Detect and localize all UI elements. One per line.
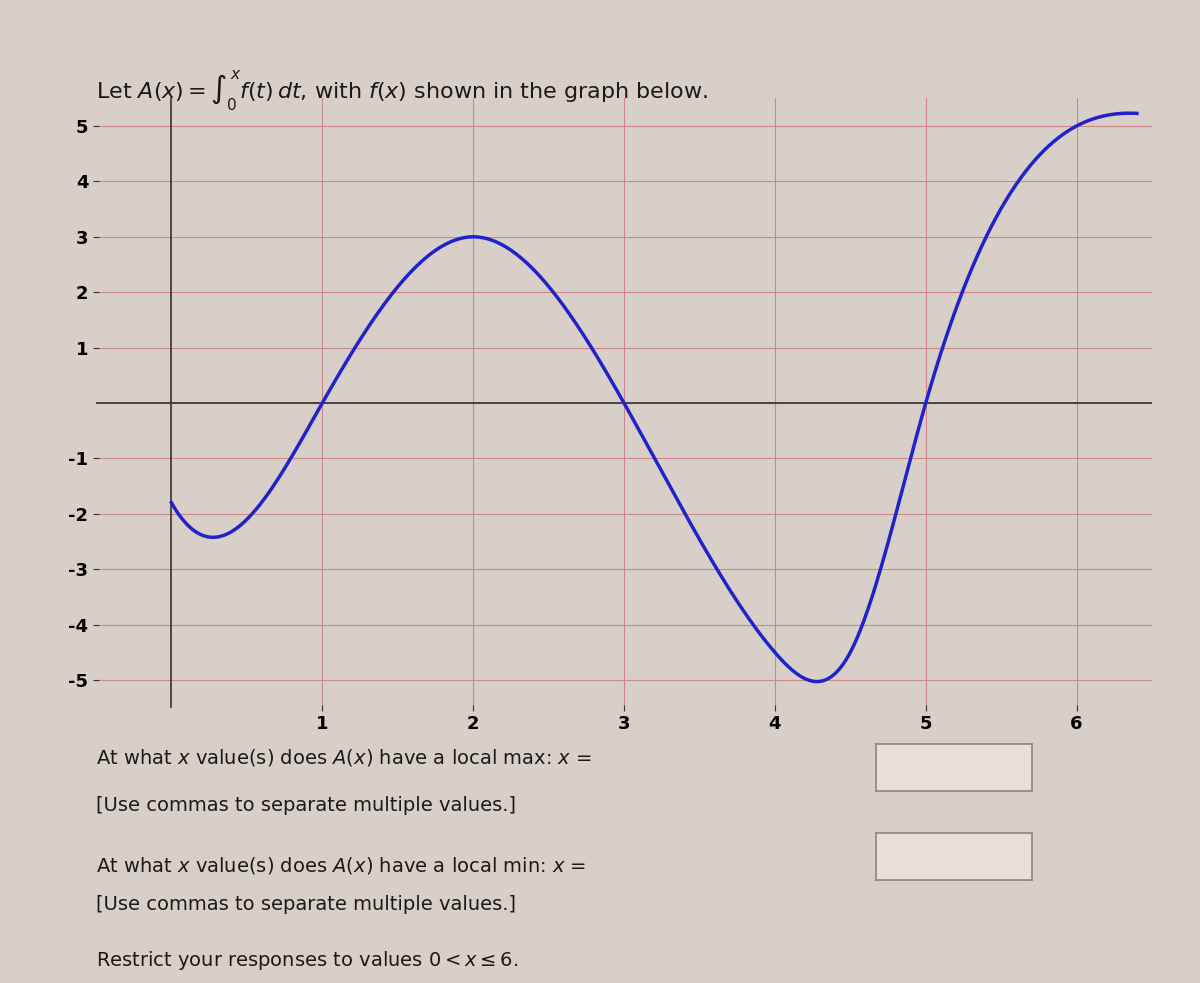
Text: Let $A(x) = \int_0^x f(t)\, dt$, with $f(x)$ shown in the graph below.: Let $A(x) = \int_0^x f(t)\, dt$, with $f…: [96, 69, 708, 113]
Text: At what $x$ value(s) does $A(x)$ have a local min: $x$ =: At what $x$ value(s) does $A(x)$ have a …: [96, 855, 587, 876]
Text: [Use commas to separate multiple values.]: [Use commas to separate multiple values.…: [96, 895, 516, 913]
Text: [Use commas to separate multiple values.]: [Use commas to separate multiple values.…: [96, 796, 516, 815]
Text: Restrict your responses to values $0 < x \leq 6$.: Restrict your responses to values $0 < x…: [96, 949, 518, 971]
Text: At what $x$ value(s) does $A(x)$ have a local max: $x$ =: At what $x$ value(s) does $A(x)$ have a …: [96, 747, 592, 768]
